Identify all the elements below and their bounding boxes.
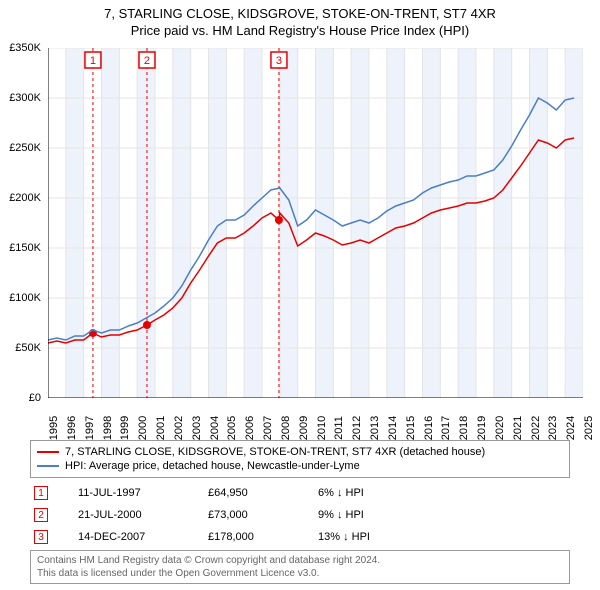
x-tick-label: 2017 xyxy=(440,416,452,440)
chart-svg: 1 2 3 xyxy=(48,48,583,398)
legend-box: 7, STARLING CLOSE, KIDSGROVE, STOKE-ON-T… xyxy=(30,440,570,478)
x-tick-label: 2024 xyxy=(565,416,577,440)
legend-swatch xyxy=(37,451,59,453)
y-tick-label: £0 xyxy=(29,392,41,404)
y-tick-label: £300K xyxy=(9,92,41,104)
x-tick-label: 1995 xyxy=(48,416,60,440)
x-tick-label: 2009 xyxy=(298,416,310,440)
title-subtitle: Price paid vs. HM Land Registry's House … xyxy=(0,23,600,38)
footer-attribution: Contains HM Land Registry data © Crown c… xyxy=(30,550,570,584)
sale-pct-vs-hpi: 6% ↓ HPI xyxy=(318,487,438,499)
footer-line2: This data is licensed under the Open Gov… xyxy=(37,567,563,580)
x-tick-label: 2002 xyxy=(173,416,185,440)
y-tick-label: £100K xyxy=(9,292,41,304)
x-tick-label: 2001 xyxy=(155,416,167,440)
sale-marker-box: 3 xyxy=(34,530,48,544)
title-address: 7, STARLING CLOSE, KIDSGROVE, STOKE-ON-T… xyxy=(0,6,600,21)
x-tick-label: 1998 xyxy=(102,416,114,440)
x-tick-label: 2004 xyxy=(209,416,221,440)
x-tick-label: 2003 xyxy=(191,416,203,440)
sale-price: £64,950 xyxy=(208,487,318,499)
x-tick-label: 2018 xyxy=(458,416,470,440)
x-tick-label: 2015 xyxy=(405,416,417,440)
x-axis-labels: 1995199619971998199920002001200220032004… xyxy=(48,400,583,430)
sale-date: 14-DEC-2007 xyxy=(78,531,208,543)
title-block: 7, STARLING CLOSE, KIDSGROVE, STOKE-ON-T… xyxy=(0,0,600,38)
sale-pct-vs-hpi: 13% ↓ HPI xyxy=(318,531,438,543)
chart-container: 7, STARLING CLOSE, KIDSGROVE, STOKE-ON-T… xyxy=(0,0,600,590)
y-tick-label: £150K xyxy=(9,242,41,254)
chart-plot-area: 1 2 3 xyxy=(48,48,583,398)
sale-price: £178,000 xyxy=(208,531,318,543)
legend-row: HPI: Average price, detached house, Newc… xyxy=(37,459,563,473)
sale-row: 1 11-JUL-1997£64,9506% ↓ HPI xyxy=(30,482,570,504)
legend-label: HPI: Average price, detached house, Newc… xyxy=(65,460,360,472)
y-tick-label: £200K xyxy=(9,192,41,204)
svg-text:2: 2 xyxy=(144,55,150,67)
x-tick-label: 2019 xyxy=(476,416,488,440)
x-tick-label: 1996 xyxy=(66,416,78,440)
x-tick-label: 2011 xyxy=(333,416,345,440)
legend-label: 7, STARLING CLOSE, KIDSGROVE, STOKE-ON-T… xyxy=(65,446,485,458)
sale-pct-vs-hpi: 9% ↓ HPI xyxy=(318,509,438,521)
x-tick-label: 2005 xyxy=(226,416,238,440)
sale-row: 2 21-JUL-2000£73,0009% ↓ HPI xyxy=(30,504,570,526)
legend-swatch xyxy=(37,465,59,467)
x-tick-label: 2016 xyxy=(423,416,435,440)
x-tick-label: 2020 xyxy=(494,416,506,440)
sale-price: £73,000 xyxy=(208,509,318,521)
x-tick-label: 2013 xyxy=(369,416,381,440)
x-tick-label: 1999 xyxy=(119,416,131,440)
svg-text:3: 3 xyxy=(276,55,282,67)
legend-row: 7, STARLING CLOSE, KIDSGROVE, STOKE-ON-T… xyxy=(37,445,563,459)
x-tick-label: 2021 xyxy=(512,416,524,440)
svg-text:1: 1 xyxy=(90,55,96,67)
x-tick-label: 2010 xyxy=(316,416,328,440)
x-tick-label: 2007 xyxy=(262,416,274,440)
x-tick-label: 2014 xyxy=(387,416,399,440)
sale-row: 3 14-DEC-2007£178,00013% ↓ HPI xyxy=(30,526,570,548)
x-tick-label: 2012 xyxy=(351,416,363,440)
sale-date: 11-JUL-1997 xyxy=(78,487,208,499)
x-tick-label: 2008 xyxy=(280,416,292,440)
y-tick-label: £350K xyxy=(9,42,41,54)
sales-table: 1 11-JUL-1997£64,9506% ↓ HPI 2 21-JUL-2000£… xyxy=(30,482,570,548)
footer-line1: Contains HM Land Registry data © Crown c… xyxy=(37,554,563,567)
x-tick-label: 2006 xyxy=(244,416,256,440)
sale-date: 21-JUL-2000 xyxy=(78,509,208,521)
x-tick-label: 2022 xyxy=(530,416,542,440)
x-tick-label: 2000 xyxy=(137,416,149,440)
x-tick-label: 1997 xyxy=(84,416,96,440)
sale-marker-box: 1 xyxy=(34,486,48,500)
y-tick-label: £50K xyxy=(15,342,41,354)
x-tick-label: 2025 xyxy=(583,416,595,440)
y-axis-labels: £0£50K£100K£150K£200K£250K£300K£350K xyxy=(0,48,45,398)
sale-marker-box: 2 xyxy=(34,508,48,522)
y-tick-label: £250K xyxy=(9,142,41,154)
x-tick-label: 2023 xyxy=(547,416,559,440)
